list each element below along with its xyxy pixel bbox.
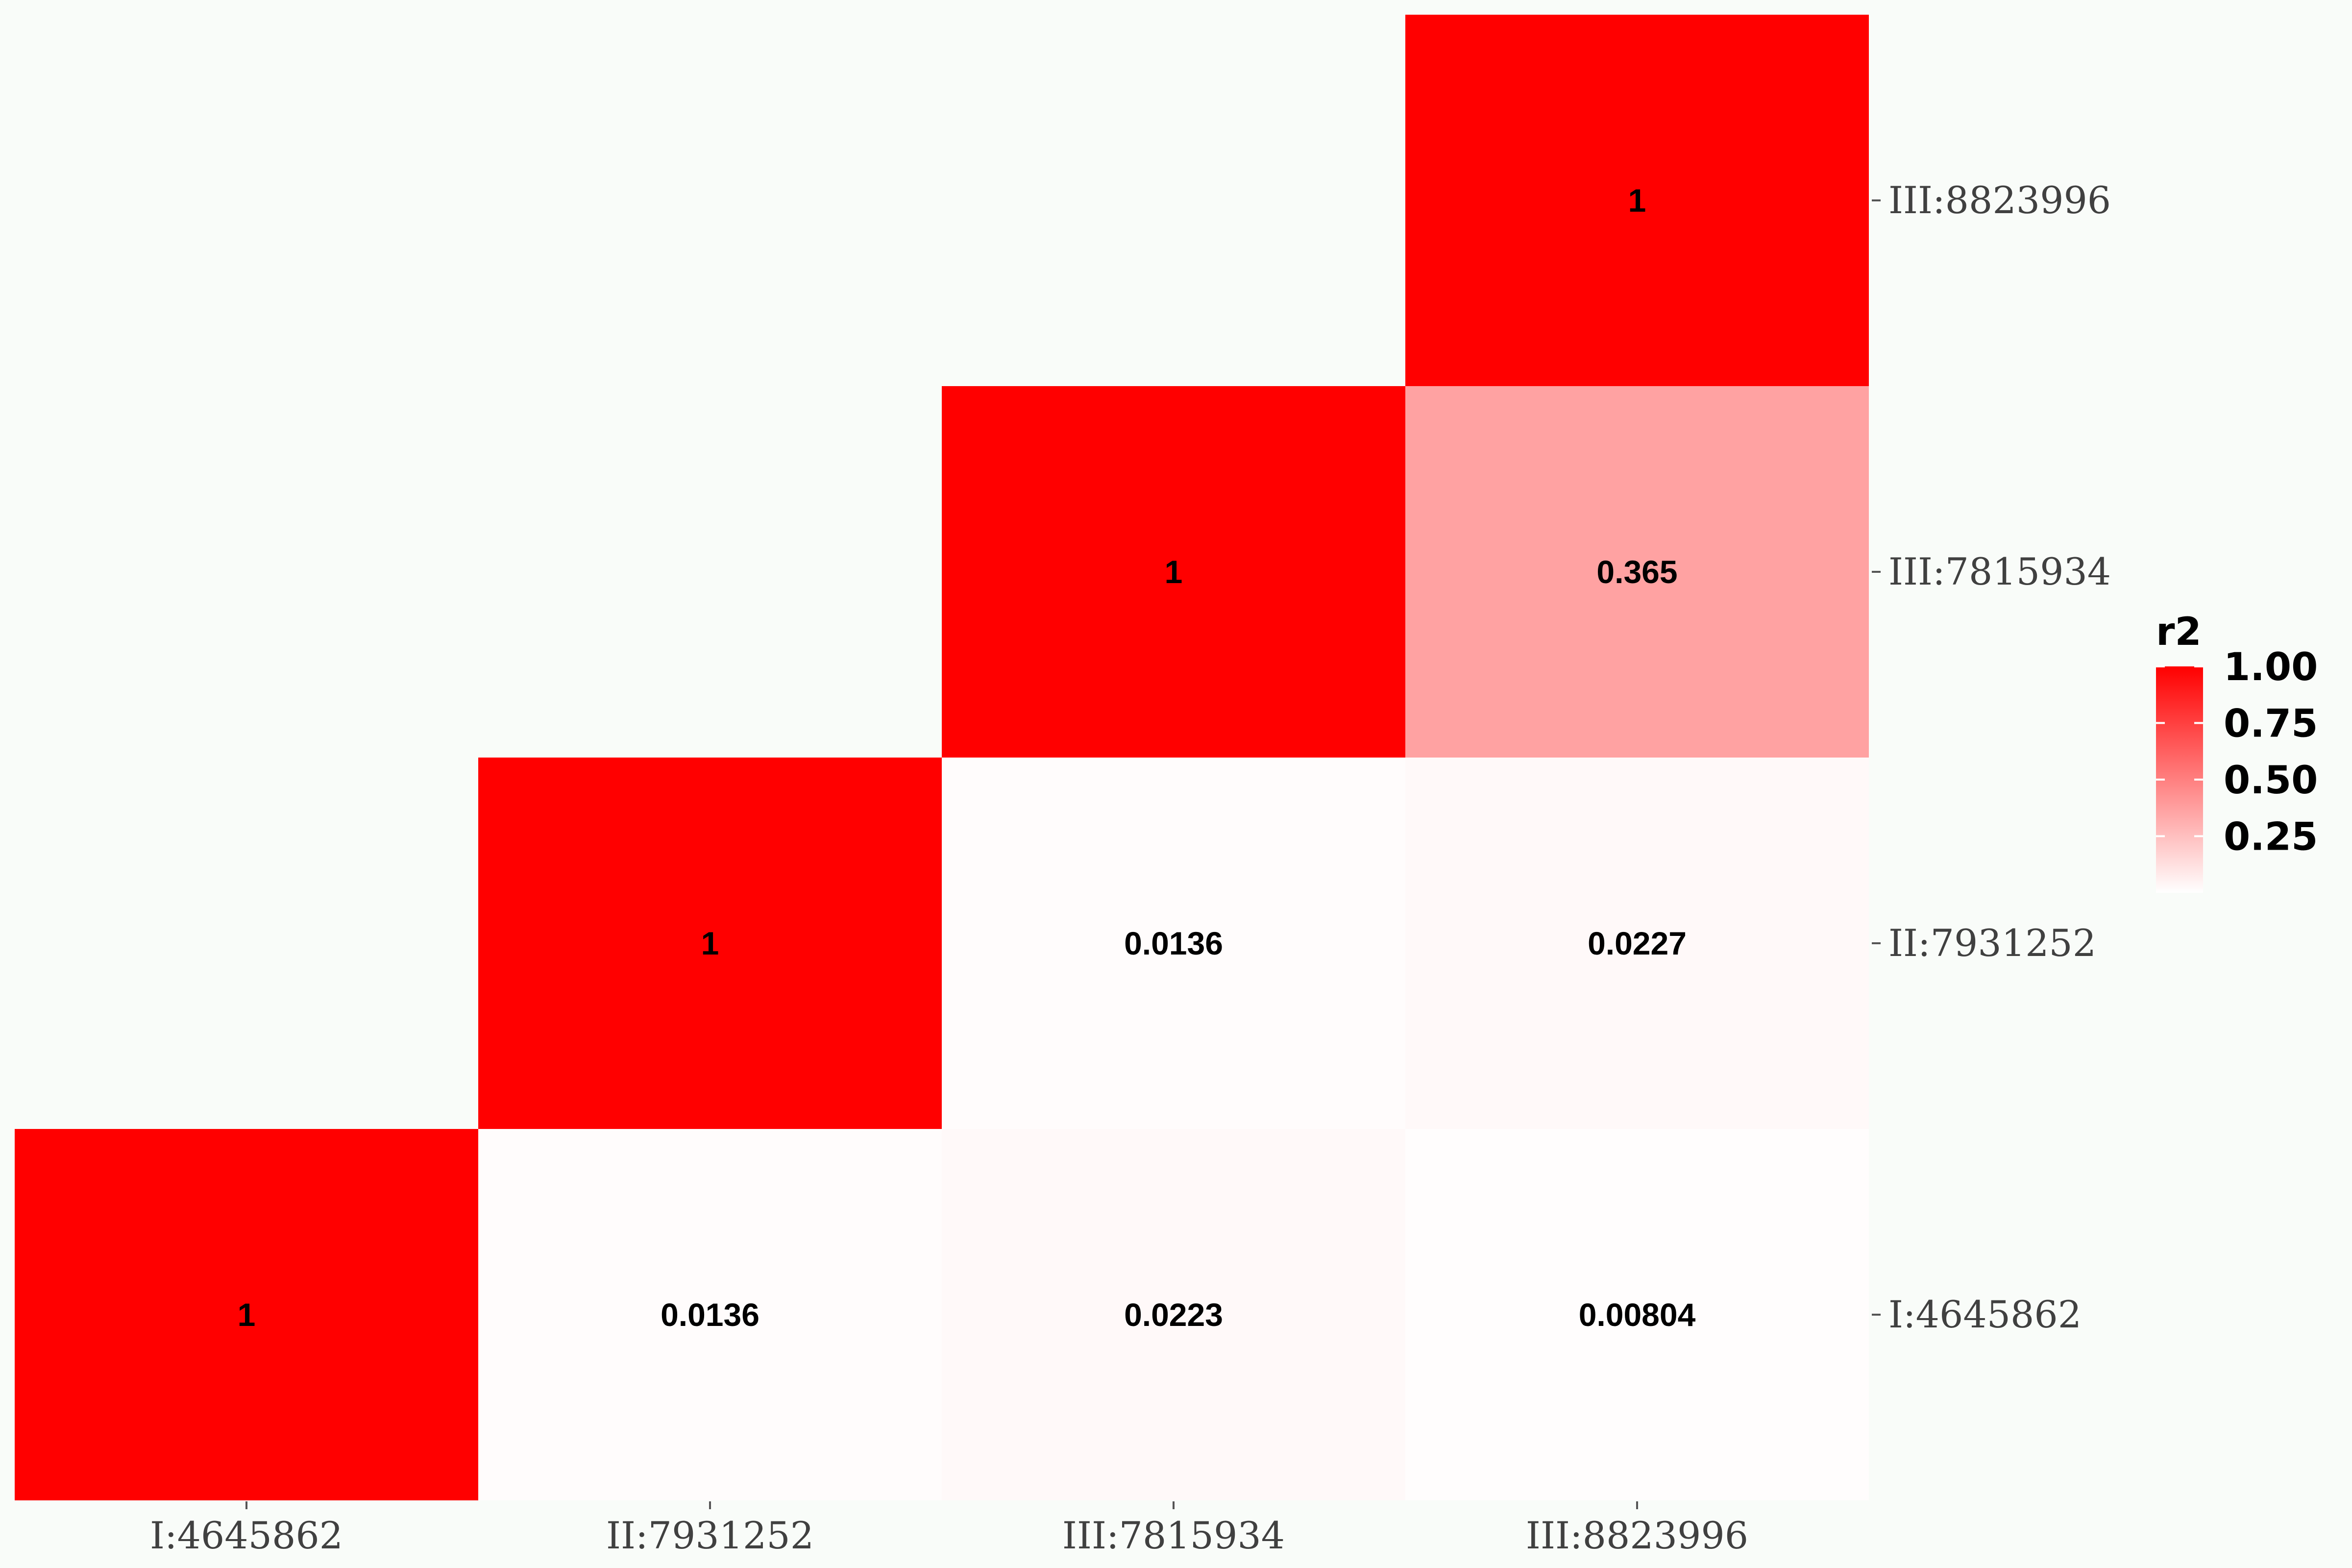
heatmap-cell <box>478 758 942 1129</box>
y-tick-label: I:4645862 <box>1888 1293 2082 1336</box>
x-tick-label: III:7815934 <box>1062 1514 1285 1557</box>
cell-value-label: 0.0136 <box>1124 925 1223 961</box>
heatmap-cell <box>942 386 1405 758</box>
y-tick-label: II:7931252 <box>1888 921 2096 965</box>
heatmap-cell <box>942 758 1405 1129</box>
legend-tick-label: 0.50 <box>2224 759 2318 803</box>
cell-value-label: 1 <box>701 925 719 961</box>
y-tick-label: III:8823996 <box>1888 178 2111 222</box>
heatmap-cell <box>1405 386 1869 758</box>
heatmap-cells <box>15 15 1869 1500</box>
heatmap-cell <box>1405 1129 1869 1500</box>
x-axis: I:4645862 II:7931252 III:7815934 III:882399… <box>150 1501 1748 1557</box>
cell-value-label: 1 <box>1165 554 1183 590</box>
cell-value-label: 0.0227 <box>1588 925 1687 961</box>
heatmap-cell <box>942 1129 1405 1500</box>
legend-ticks: 1.00 0.75 0.50 0.25 <box>2156 645 2318 859</box>
cell-value-label: 1 <box>238 1297 256 1333</box>
heatmap-cell <box>1405 758 1869 1129</box>
x-tick-label: II:7931252 <box>606 1514 814 1557</box>
heatmap-cell <box>478 1129 942 1500</box>
color-legend: r2 1.00 0.75 0.50 0.25 <box>2156 610 2318 893</box>
cell-value-label: 0.365 <box>1596 554 1677 590</box>
cell-value-label: 1 <box>1628 182 1646 219</box>
y-axis: I:4645862 II:7931252 III:7815934 III:882399… <box>1872 178 2111 1336</box>
legend-tick-label: 1.00 <box>2224 645 2318 689</box>
cell-value-label: 0.0223 <box>1124 1297 1223 1333</box>
x-tick-label: III:8823996 <box>1526 1514 1748 1557</box>
legend-tick-label: 0.75 <box>2224 702 2318 746</box>
y-tick-label: III:7815934 <box>1888 550 2111 593</box>
cell-value-label: 0.0136 <box>661 1297 760 1333</box>
heatmap-cell <box>15 1129 478 1500</box>
x-tick-label: I:4645862 <box>150 1514 343 1557</box>
heatmap-cell-labels: 1 0.0136 0.0223 0.00804 1 0.0136 0.0227 1 0.365 1 <box>238 182 1696 1333</box>
legend-title: r2 <box>2156 610 2202 654</box>
heatmap-cell <box>1405 15 1869 386</box>
legend-tick-label: 0.25 <box>2224 815 2318 859</box>
cell-value-label: 0.00804 <box>1579 1297 1696 1333</box>
